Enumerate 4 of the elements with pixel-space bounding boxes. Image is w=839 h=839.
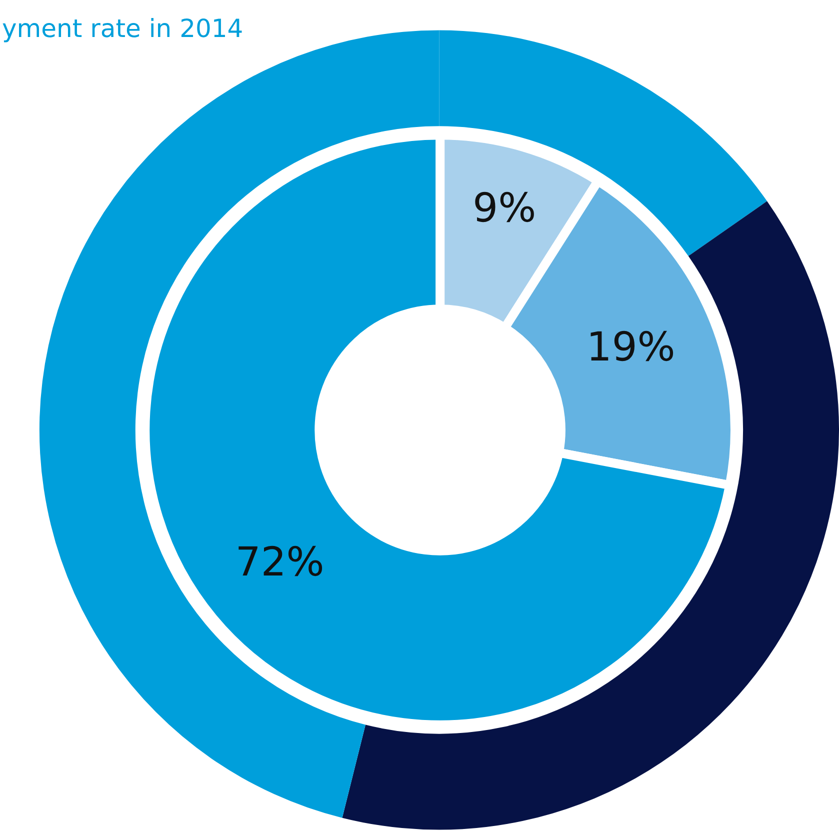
chart-title: yment rate in 2014 (2, 14, 244, 43)
data-label: 72% (235, 540, 324, 586)
data-label: 9% (472, 186, 536, 232)
data-label: 19% (586, 324, 676, 370)
